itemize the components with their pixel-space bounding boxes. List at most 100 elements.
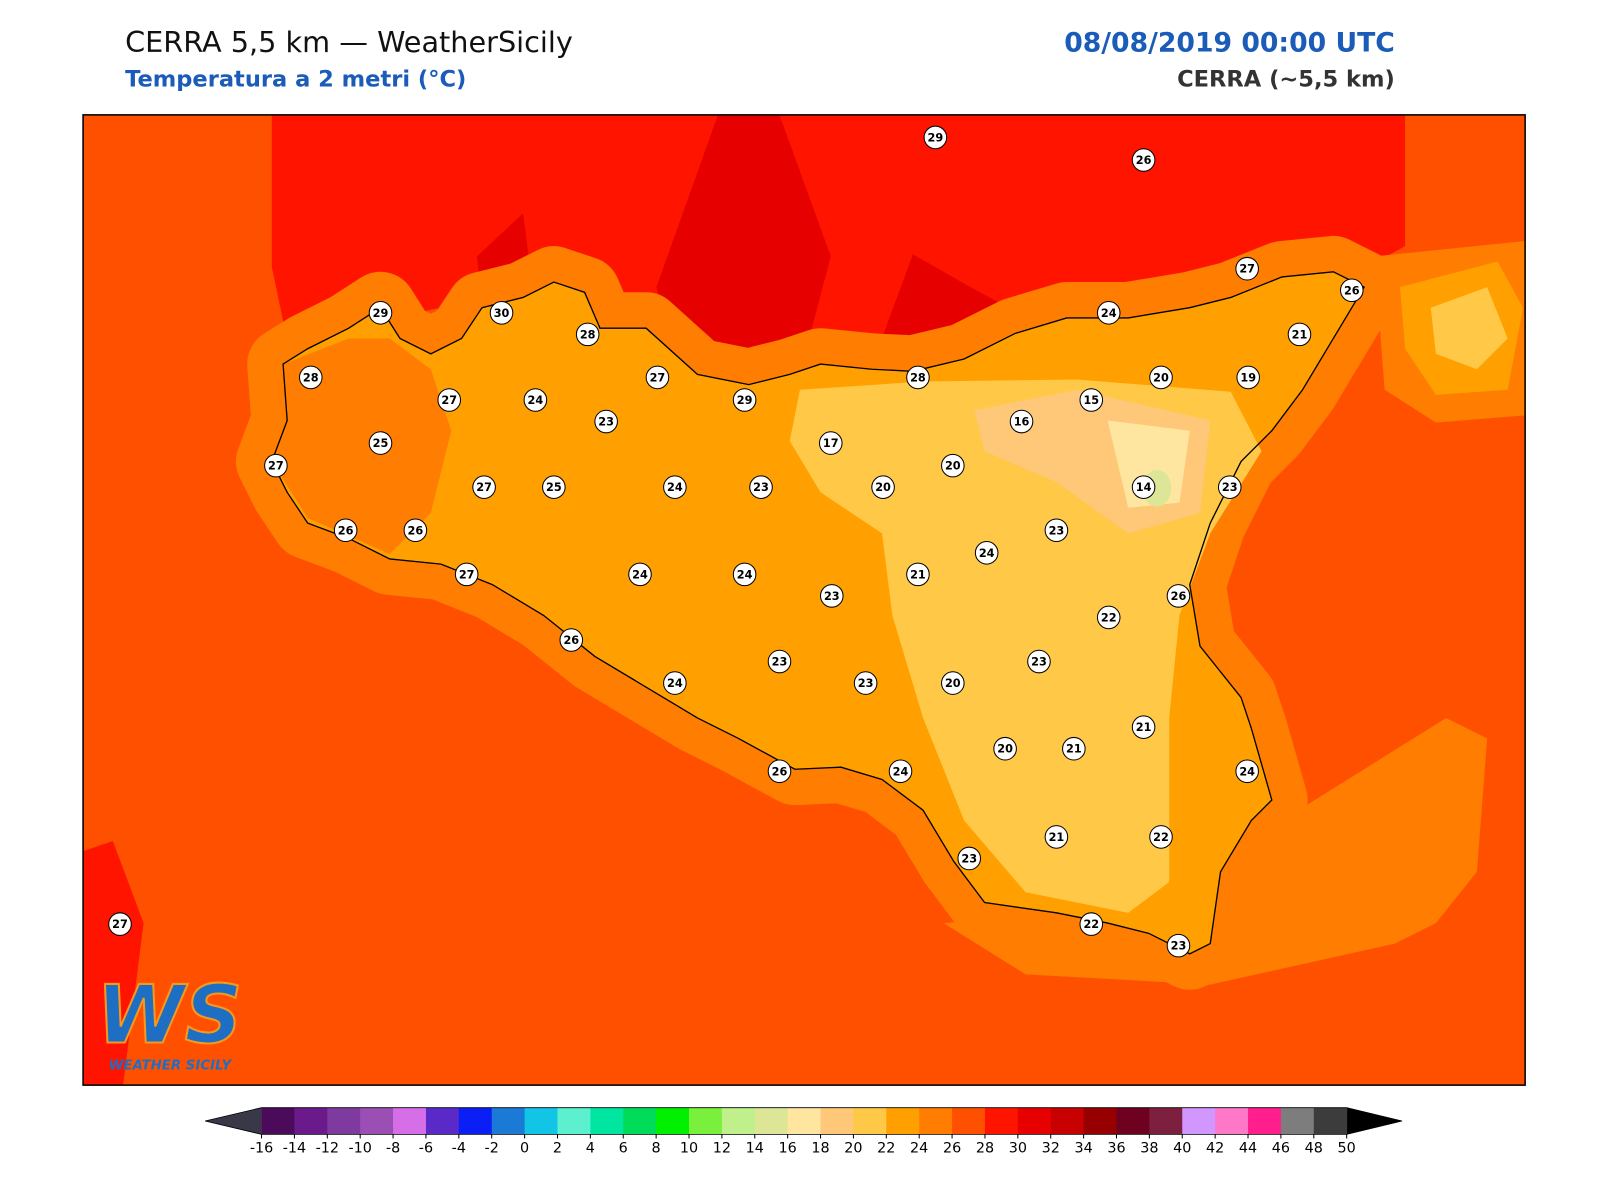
station-value: 20 xyxy=(945,460,961,473)
station-value: 20 xyxy=(1153,371,1169,384)
colorbar-tick-label: -10 xyxy=(348,1141,371,1157)
station-value: 24 xyxy=(1239,765,1255,778)
colorbar-segment xyxy=(820,1107,854,1135)
map-frame xyxy=(82,114,1526,1086)
colorbar-tick-label: 16 xyxy=(779,1141,797,1157)
colorbar-tick-label: 0 xyxy=(520,1141,529,1157)
colorbar-tick-label: 38 xyxy=(1140,1141,1158,1157)
station-marker xyxy=(1044,518,1069,543)
station-value: 19 xyxy=(1240,371,1256,384)
station-marker xyxy=(732,388,757,412)
colorbar-segment xyxy=(754,1107,789,1135)
station-marker xyxy=(542,475,566,499)
station-value: 20 xyxy=(997,743,1013,756)
map: 29 26 27 26 24 21 29 30 28 28 27 24 27 29 28 15 20 19 23 16… xyxy=(83,114,1526,1086)
colorbar-segment xyxy=(1280,1107,1315,1135)
station-marker xyxy=(906,562,930,587)
station-value: 26 xyxy=(1344,284,1360,297)
station-marker xyxy=(108,912,132,936)
station-marker xyxy=(767,649,792,674)
colorbar-segment xyxy=(1182,1107,1216,1135)
colorbar-tick-label: 44 xyxy=(1239,1141,1257,1157)
colorbar-segment xyxy=(656,1107,690,1135)
colorbar-segment xyxy=(360,1107,394,1135)
station-marker xyxy=(1236,365,1260,390)
station-value: 24 xyxy=(737,568,753,581)
colorbar-tick-label: -2 xyxy=(485,1141,499,1157)
colorbar-tick-label: -8 xyxy=(386,1141,400,1157)
colorbar-outline xyxy=(205,1107,1403,1135)
station-value: 23 xyxy=(1171,940,1187,953)
colorbar-segment xyxy=(1017,1107,1052,1135)
station-marker xyxy=(645,365,670,390)
station-value: 23 xyxy=(753,481,769,494)
station-value: 17 xyxy=(823,437,839,450)
station-marker xyxy=(853,671,878,695)
station-value: 22 xyxy=(1083,918,1099,931)
station-marker xyxy=(1079,388,1104,412)
station-marker xyxy=(1287,322,1312,347)
station-marker xyxy=(663,671,687,695)
station-marker xyxy=(941,453,965,478)
colorbar-segment xyxy=(557,1107,591,1135)
coastline xyxy=(271,271,1366,955)
logo-letters: WS xyxy=(96,968,242,1061)
colorbar-segment xyxy=(393,1107,427,1135)
station-value: 28 xyxy=(580,328,596,341)
station-marker xyxy=(974,541,999,565)
station-value: 28 xyxy=(910,371,926,384)
subtitle: Temperatura a 2 metri (°C) xyxy=(125,67,466,93)
colorbar-segment xyxy=(327,1107,361,1135)
station-marker xyxy=(368,301,393,325)
station-marker xyxy=(333,518,358,543)
station-marker xyxy=(559,628,584,652)
station-value: 29 xyxy=(928,131,944,144)
station-value: 27 xyxy=(476,481,492,494)
station-value: 23 xyxy=(1222,481,1238,494)
colorbar-tick-label: 2 xyxy=(553,1141,562,1157)
station-marker xyxy=(1235,759,1259,784)
station-value: 29 xyxy=(737,394,753,407)
station-value: 21 xyxy=(910,568,926,581)
colorbar-segment xyxy=(458,1107,493,1135)
colorbar-segment xyxy=(721,1107,756,1135)
station-marker xyxy=(663,475,687,499)
station-value: 26 xyxy=(772,765,788,778)
station-value: 26 xyxy=(408,524,424,537)
station-marker xyxy=(818,431,843,455)
station-value: 23 xyxy=(824,590,840,603)
station-value: 27 xyxy=(268,460,284,473)
station-value: 24 xyxy=(632,568,648,581)
colorbar-tick-label: -12 xyxy=(316,1141,339,1157)
colorbar-tick-label: -4 xyxy=(452,1141,466,1157)
colorbar-segment xyxy=(590,1107,624,1135)
colorbar-tick-label: 22 xyxy=(877,1141,895,1157)
station-marker xyxy=(767,759,792,784)
colorbar-segment xyxy=(1215,1107,1249,1135)
field xyxy=(83,841,144,1086)
colorbar-segment xyxy=(491,1107,526,1135)
station-marker xyxy=(437,388,462,412)
colorbar-tick-label: 8 xyxy=(652,1141,661,1157)
colorbar-segment xyxy=(524,1107,558,1135)
colorbar-tick-label: 32 xyxy=(1042,1141,1060,1157)
station-marker xyxy=(941,671,965,695)
station-value: 21 xyxy=(1136,721,1152,734)
station-marker xyxy=(472,475,496,499)
station-marker xyxy=(1096,605,1121,630)
station-value: 23 xyxy=(598,416,614,429)
station-marker xyxy=(1166,933,1191,958)
station-marker xyxy=(523,388,548,412)
field xyxy=(1430,287,1508,370)
station-marker xyxy=(923,125,948,150)
station-value: 14 xyxy=(1136,481,1152,494)
station-value: 24 xyxy=(667,481,683,494)
colorbar-segment xyxy=(689,1107,723,1135)
colorbar-segment xyxy=(1248,1107,1282,1135)
station-marker xyxy=(957,846,982,871)
station-marker xyxy=(906,365,930,390)
station-marker xyxy=(1096,301,1121,325)
colorbar-segment xyxy=(1050,1107,1085,1135)
colorbar-segment xyxy=(853,1107,887,1135)
